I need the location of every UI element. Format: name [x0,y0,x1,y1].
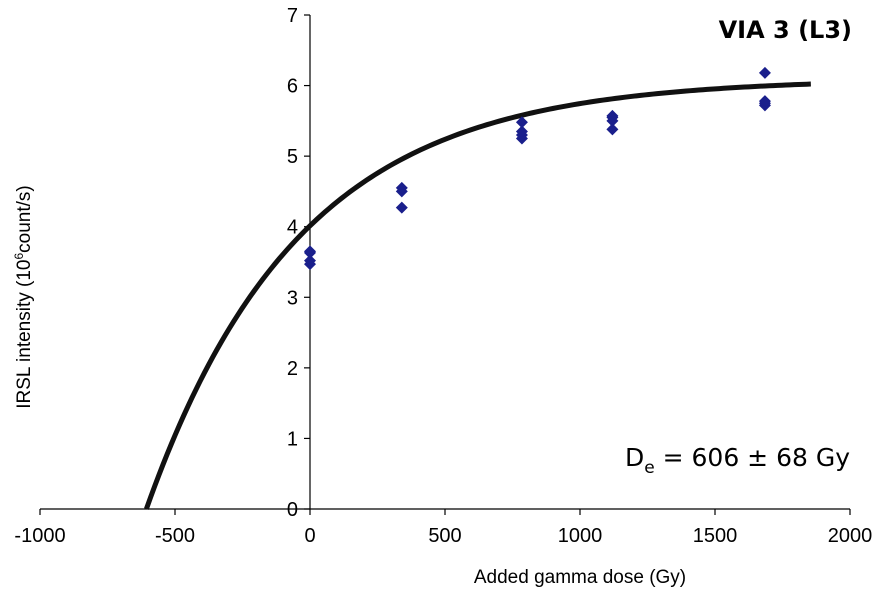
y-axis-ticks: 0 1 2 3 4 5 6 7 [287,5,310,521]
x-tick-label: 1500 [693,525,738,547]
data-point [606,123,619,136]
data-point [606,109,619,122]
data-point [395,201,408,214]
y-tick-label: 6 [287,76,298,98]
data-points [304,66,771,271]
y-tick-label: 0 [287,499,298,521]
x-tick-label: 500 [428,525,461,547]
chart-title: VIA 3 (L3) [719,16,852,44]
y-axis-title-main: IRSL intensity (10 [14,260,35,409]
data-point [758,95,771,108]
annotation-rest: = 606 ± 68 Gy [655,443,851,472]
x-tick-label: 0 [304,525,315,547]
data-point [515,125,528,138]
y-axis-title: IRSL intensity (106count/s) [12,185,35,409]
y-tick-label: 1 [287,428,298,450]
y-axis-title-sup: 6 [12,253,26,260]
data-point [304,254,316,267]
y-tick-label: 5 [287,146,298,168]
data-point [515,116,528,129]
y-tick-label: 4 [287,217,298,239]
annotation-main: D [625,443,644,472]
annotation-sub: e [644,458,654,478]
equivalent-dose-annotation: De = 606 ± 68 Gy [625,443,850,478]
y-tick-label: 2 [287,358,298,380]
x-tick-label: 2000 [828,525,873,547]
data-point [758,66,771,79]
x-tick-label: -1000 [14,525,65,547]
y-axis-title-rest: count/s) [14,185,35,253]
data-point [395,181,408,194]
x-tick-label: 1000 [558,525,603,547]
x-axis-title: Added gamma dose (Gy) [474,567,686,588]
x-tick-label: -500 [155,525,195,547]
data-point [304,245,316,258]
y-tick-label: 3 [287,287,298,309]
fit-curve [144,81,811,510]
y-tick-label: 7 [287,5,298,27]
x-axis-ticks: -1000 -500 0 500 1000 1500 2000 [14,509,872,547]
